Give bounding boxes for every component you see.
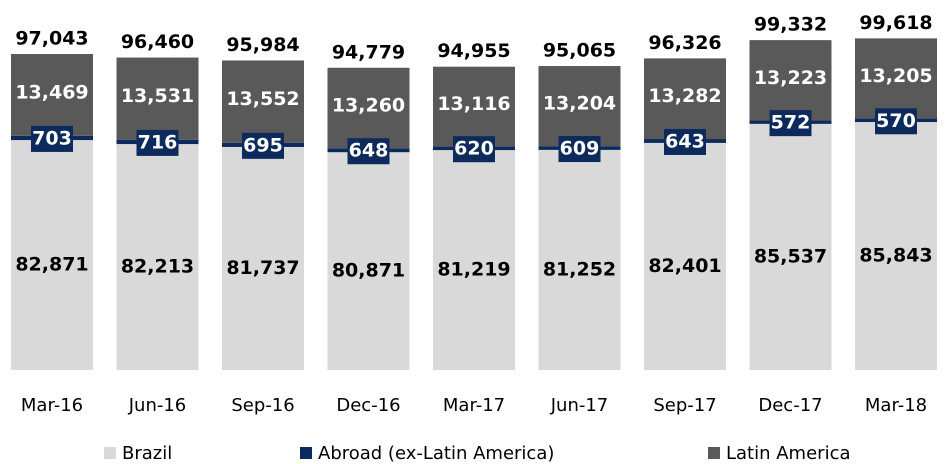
value-label: 81,219 xyxy=(437,259,510,281)
value-label: 643 xyxy=(665,130,705,152)
legend-label: Brazil xyxy=(122,443,172,464)
total-label: 96,460 xyxy=(121,31,194,53)
value-label: 13,552 xyxy=(226,88,299,110)
legend-swatch xyxy=(104,447,116,459)
label-box xyxy=(136,129,179,156)
bar-segment xyxy=(538,149,621,370)
x-tick-label: Dec-16 xyxy=(336,395,400,416)
x-tick-label: Jun-16 xyxy=(128,395,187,416)
bar-segment xyxy=(222,146,304,370)
bar-segment xyxy=(749,123,832,370)
label-box xyxy=(875,108,917,135)
total-label: 94,955 xyxy=(437,40,510,62)
value-label: 572 xyxy=(771,112,811,134)
bar-segment xyxy=(749,40,832,121)
value-label: 648 xyxy=(349,140,389,162)
value-label: 82,401 xyxy=(648,255,721,277)
bar-segment xyxy=(855,38,937,119)
bar-segment xyxy=(222,60,304,143)
bar-segment xyxy=(644,58,726,140)
value-label: 570 xyxy=(876,110,916,132)
bar-segment xyxy=(538,66,621,147)
total-label: 99,618 xyxy=(859,12,932,34)
x-tick-label: Sep-16 xyxy=(231,395,294,416)
label-box xyxy=(453,136,495,163)
legend-swatch xyxy=(300,447,312,459)
value-label: 695 xyxy=(243,134,283,156)
x-tick-label: Jun-17 xyxy=(550,395,609,416)
bar-segment xyxy=(644,142,726,370)
value-label: 716 xyxy=(138,131,178,153)
total-label: 95,984 xyxy=(226,34,299,56)
value-label: 85,843 xyxy=(859,245,932,267)
legend-swatch xyxy=(708,447,720,459)
bar-segment xyxy=(11,140,93,370)
value-label: 13,223 xyxy=(754,67,827,89)
value-label: 85,537 xyxy=(754,245,827,267)
total-label: 95,065 xyxy=(543,40,616,62)
x-tick-label: Sep-17 xyxy=(653,395,716,416)
value-label: 80,871 xyxy=(332,260,405,282)
legend-label: Latin America xyxy=(726,443,851,464)
bar-segment xyxy=(327,67,410,149)
bar-segment xyxy=(116,144,199,370)
label-box xyxy=(31,125,73,152)
value-label: 13,116 xyxy=(437,93,510,115)
x-tick-label: Mar-18 xyxy=(865,395,927,416)
value-label: 13,204 xyxy=(543,93,616,115)
label-box xyxy=(558,136,601,163)
x-tick-label: Dec-17 xyxy=(758,395,822,416)
value-label: 82,213 xyxy=(121,256,194,278)
bar-segment xyxy=(116,57,199,140)
bar-segment xyxy=(433,150,515,370)
bar-segment xyxy=(855,122,937,370)
x-tick-label: Mar-17 xyxy=(443,395,505,416)
value-label: 82,871 xyxy=(15,254,88,276)
value-label: 13,260 xyxy=(332,95,405,117)
value-label: 13,282 xyxy=(648,85,721,107)
total-label: 94,779 xyxy=(332,41,405,63)
label-box xyxy=(242,132,284,159)
bar-segment xyxy=(11,54,93,136)
value-label: 13,531 xyxy=(121,85,194,107)
value-label: 609 xyxy=(560,138,600,160)
label-box xyxy=(769,110,812,137)
value-label: 81,252 xyxy=(543,258,616,280)
value-label: 13,205 xyxy=(859,65,932,87)
value-label: 81,737 xyxy=(226,257,299,279)
bar-segment xyxy=(433,66,515,147)
value-label: 703 xyxy=(32,127,72,149)
legend-label: Abroad (ex-Latin America) xyxy=(318,443,554,464)
total-label: 96,326 xyxy=(648,32,721,54)
value-label: 620 xyxy=(454,138,494,160)
x-tick-label: Mar-16 xyxy=(21,395,83,416)
value-label: 13,469 xyxy=(15,81,88,103)
label-box xyxy=(664,128,706,155)
total-label: 99,332 xyxy=(754,14,827,36)
bar-segment xyxy=(327,152,410,370)
label-box xyxy=(347,138,390,165)
total-label: 97,043 xyxy=(15,28,88,50)
